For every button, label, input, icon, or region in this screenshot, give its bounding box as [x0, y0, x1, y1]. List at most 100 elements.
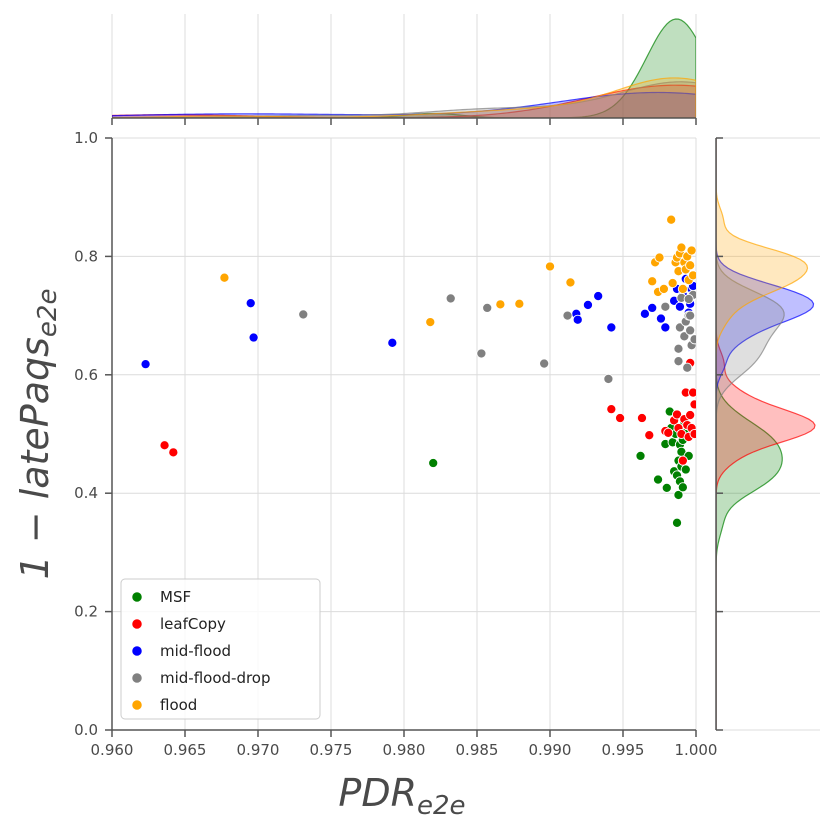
point-mid-flood [582, 299, 594, 310]
point-mid-flood-drop [685, 325, 696, 336]
point-flood [495, 299, 506, 310]
point-mid-flood-drop [679, 331, 690, 342]
point-MSF [671, 517, 683, 528]
legend-marker-leafCopy [131, 618, 143, 630]
kde-x-flood [112, 77, 696, 118]
right-marginal-grid [716, 137, 820, 731]
top-marginal-ticks [111, 118, 697, 125]
scatter-points [140, 214, 696, 528]
point-mid-flood-drop [683, 293, 694, 305]
y-axis-ticks: 0.0 0.2 0.4 0.6 0.8 1.0 [74, 129, 112, 739]
point-leafCopy [689, 399, 696, 410]
point-leafCopy [159, 440, 170, 451]
point-mid-flood-drop [445, 293, 456, 304]
point-mid-flood [606, 322, 617, 333]
y-tick-label: 0.8 [74, 247, 98, 265]
point-flood [654, 252, 665, 263]
point-flood [686, 245, 696, 256]
point-flood [219, 272, 230, 283]
point-mid-flood [140, 359, 151, 370]
point-leafCopy [677, 455, 688, 466]
legend-label: MSF [160, 588, 191, 606]
main-panel: 0.960 0.965 0.970 0.975 0.980 0.985 0.990 0.995… [74, 129, 717, 759]
point-MSF [635, 450, 646, 461]
right-marginal-kde [716, 138, 816, 730]
y-tick-label: 0.4 [74, 484, 98, 502]
point-mid-flood-drop [660, 301, 671, 312]
legend-label: leafCopy [160, 615, 226, 633]
point-mid-flood-drop [476, 348, 487, 359]
point-mid-flood [660, 322, 671, 333]
point-mid-flood [572, 314, 583, 325]
point-flood [688, 270, 696, 281]
point-flood [565, 277, 576, 288]
x-tick-label: 1.000 [675, 741, 718, 759]
point-leafCopy [615, 412, 626, 424]
x-tick-label: 0.995 [602, 741, 645, 759]
point-mid-flood-drop [673, 343, 684, 354]
point-mid-flood-drop [298, 309, 309, 320]
legend-label: mid-flood [160, 642, 231, 660]
kde-y-MSF [716, 138, 783, 730]
legend-marker-mid-flood [131, 645, 143, 657]
legend-label: mid-flood-drop [160, 669, 271, 687]
kde-y-leafCopy [716, 138, 816, 730]
y-axis-title-main: 1 − latePaqs [13, 337, 57, 579]
x-tick-label: 0.985 [456, 741, 499, 759]
x-tick-label: 0.965 [164, 741, 207, 759]
point-leafCopy [663, 427, 674, 438]
point-flood [685, 260, 696, 271]
point-flood [544, 261, 556, 272]
x-tick-label: 0.975 [310, 741, 353, 759]
x-tick-label: 0.960 [91, 741, 134, 759]
point-leafCopy [689, 428, 696, 440]
legend-box [120, 578, 321, 720]
y-tick-label: 0.0 [74, 721, 98, 739]
legend-marker-mid-flood-drop [131, 672, 143, 684]
right-marginal-panel [715, 137, 820, 731]
right-marginal-ticks [716, 137, 723, 731]
point-leafCopy [671, 409, 683, 420]
point-mid-flood-drop [482, 302, 493, 313]
point-mid-flood [655, 313, 667, 324]
point-MSF [677, 482, 688, 493]
point-leafCopy [636, 412, 648, 424]
point-flood [658, 283, 669, 295]
y-axis-title: 1 − latePaqse2e [13, 289, 63, 580]
point-mid-flood-drop [682, 362, 693, 373]
point-leafCopy [644, 430, 655, 441]
point-mid-flood-drop [539, 358, 550, 369]
point-MSF [680, 464, 691, 475]
x-tick-label: 0.980 [383, 741, 426, 759]
top-marginal-panel [111, 14, 697, 125]
point-leafCopy [606, 404, 617, 415]
point-mid-flood-drop [603, 373, 614, 384]
point-mid-flood-drop [685, 310, 696, 321]
point-flood [647, 276, 658, 287]
point-mid-flood [674, 301, 685, 312]
x-axis-ticks: 0.960 0.965 0.970 0.975 0.980 0.985 0.990 0.995… [91, 730, 718, 759]
legend-marker-flood [131, 699, 143, 711]
main-grid [111, 137, 697, 731]
x-tick-label: 0.990 [529, 741, 572, 759]
point-flood [425, 317, 436, 328]
legend: MSF leafCopy mid-flood mid-flood-drop flood [120, 578, 321, 720]
point-MSF [652, 474, 664, 485]
point-flood [676, 242, 687, 253]
point-mid-flood [248, 332, 259, 343]
x-tick-label: 0.970 [237, 741, 280, 759]
point-leafCopy [685, 410, 696, 421]
y-tick-label: 1.0 [74, 129, 98, 147]
point-MSF [673, 489, 684, 501]
legend-marker-MSF [131, 591, 143, 603]
point-flood [666, 214, 677, 225]
point-leafCopy [168, 447, 179, 458]
point-flood [667, 277, 678, 289]
point-flood [677, 283, 688, 295]
x-axis-title: PDRe2e [338, 771, 465, 821]
point-mid-flood-drop [562, 310, 573, 321]
y-tick-label: 0.2 [74, 603, 98, 621]
point-mid-flood-drop [674, 322, 685, 333]
point-MSF [661, 482, 672, 493]
